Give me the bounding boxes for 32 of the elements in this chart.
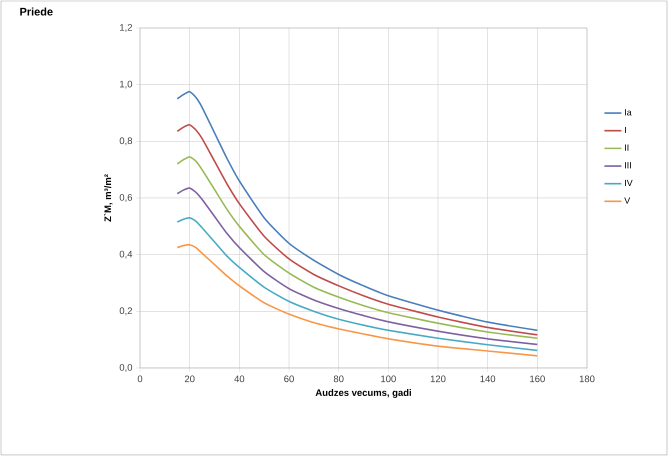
legend-label: Ia (625, 109, 632, 116)
line-series (176, 124, 538, 336)
y-tick-label: 0,6 (120, 194, 132, 202)
legend-label: IV (625, 180, 633, 186)
x-tick-label: 120 (430, 376, 446, 382)
x-tick-label: 100 (381, 376, 396, 382)
legend-label: I (625, 126, 626, 134)
text: Priede (20, 8, 53, 16)
legend-label: III (625, 162, 631, 168)
line-series (176, 90, 538, 332)
y-tick-label: 0,8 (120, 137, 132, 146)
y-axis-title: Z`M, m³/m² (104, 174, 112, 222)
y-tick-label: 0,0 (120, 364, 132, 372)
x-tick-label: 80 (334, 376, 344, 382)
line-series (176, 244, 538, 357)
x-tick-label: 180 (580, 376, 595, 382)
x-tick-label: 60 (284, 376, 294, 382)
line-series (176, 156, 538, 340)
x-tick-label: 40 (234, 376, 244, 382)
legend-label: V (624, 197, 630, 204)
line-series (176, 217, 538, 352)
y-tick-label: 1,0 (120, 80, 132, 89)
y-tick-label: 0,4 (120, 250, 132, 259)
x-tick-label: 160 (530, 376, 545, 382)
x-tick-label: 140 (480, 376, 496, 382)
x-tick-label: 0 (138, 376, 142, 382)
y-tick-label: 0,2 (120, 307, 132, 316)
x-axis-title: Audzes vecums, gadi (316, 389, 411, 398)
line-series (176, 187, 538, 346)
x-tick-label: 20 (184, 376, 195, 382)
y-tick-label: 1,2 (120, 24, 132, 32)
legend-label: II (625, 144, 628, 151)
